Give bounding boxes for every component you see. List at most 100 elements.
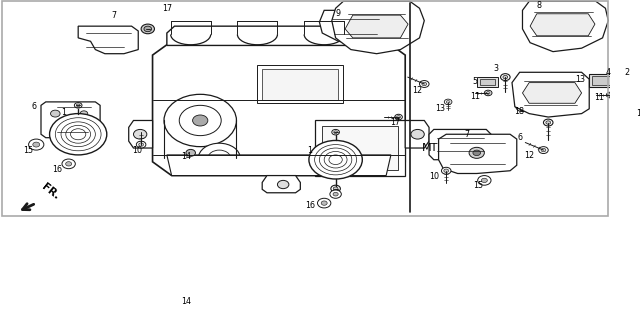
Text: 7: 7 [465,130,470,139]
Circle shape [319,148,352,172]
Circle shape [317,198,331,208]
Circle shape [395,114,403,120]
Circle shape [143,26,152,32]
Circle shape [74,103,82,108]
Text: 7: 7 [112,11,117,20]
Circle shape [516,102,529,112]
Text: 17: 17 [162,4,172,13]
Circle shape [500,74,510,81]
Circle shape [469,147,484,158]
Text: 11: 11 [594,93,604,102]
Circle shape [134,130,147,139]
Circle shape [546,121,550,124]
Polygon shape [332,1,424,54]
Text: 16: 16 [305,201,315,210]
Text: 5: 5 [472,77,477,86]
Polygon shape [262,176,300,193]
Circle shape [520,105,525,109]
Circle shape [208,150,231,167]
Circle shape [539,147,548,154]
Circle shape [321,201,327,205]
Polygon shape [319,10,396,45]
Bar [315,120,405,176]
Circle shape [198,143,240,173]
Circle shape [481,178,487,183]
Text: 18: 18 [636,109,640,118]
Circle shape [278,180,289,189]
Circle shape [333,187,338,190]
Text: 6: 6 [32,102,37,111]
Circle shape [145,27,150,31]
Polygon shape [530,14,595,36]
Bar [323,126,397,170]
Text: 6: 6 [517,133,522,142]
Text: FR.: FR. [40,182,61,202]
Circle shape [541,149,546,152]
Polygon shape [405,120,429,148]
Text: 18: 18 [515,107,525,116]
Circle shape [477,176,491,185]
Circle shape [332,130,339,135]
Circle shape [61,122,95,147]
Text: 2: 2 [625,68,630,77]
Circle shape [446,100,450,103]
Circle shape [503,76,508,79]
Text: 14: 14 [181,153,191,161]
Polygon shape [522,82,582,103]
Polygon shape [152,41,405,176]
Polygon shape [345,15,408,38]
Polygon shape [333,21,381,36]
Text: 9: 9 [336,9,341,18]
Circle shape [164,94,236,147]
Text: 16: 16 [52,165,62,174]
Circle shape [136,141,146,148]
Bar [257,65,343,103]
Text: 13: 13 [435,104,445,113]
Text: 13: 13 [575,75,585,84]
Text: 10: 10 [429,172,439,181]
Circle shape [411,130,424,139]
Circle shape [444,169,449,173]
Circle shape [608,94,612,96]
Circle shape [80,111,88,116]
Text: 8: 8 [536,1,541,10]
Text: 3: 3 [493,64,499,73]
Polygon shape [167,155,391,176]
Polygon shape [129,120,152,148]
Circle shape [62,159,76,169]
Circle shape [632,74,640,81]
Circle shape [329,155,342,165]
Circle shape [543,119,553,126]
Circle shape [186,149,195,156]
Text: 17: 17 [390,118,401,127]
Text: 15: 15 [24,146,34,155]
Circle shape [193,115,208,126]
Circle shape [139,143,143,146]
Circle shape [144,26,152,32]
Circle shape [66,162,72,166]
Circle shape [419,81,429,88]
Circle shape [614,72,629,82]
Text: 14: 14 [181,297,191,306]
Circle shape [331,185,340,192]
Circle shape [324,151,347,168]
Circle shape [484,90,492,96]
Polygon shape [438,134,516,173]
Text: 12: 12 [413,86,422,95]
Circle shape [442,167,451,174]
Circle shape [333,192,338,196]
Bar [589,74,616,87]
Bar [477,77,498,87]
Circle shape [330,190,341,198]
Circle shape [179,105,221,136]
Circle shape [55,118,101,151]
Circle shape [49,113,107,155]
Circle shape [630,72,640,82]
Circle shape [70,120,78,125]
Circle shape [486,92,490,94]
Polygon shape [41,102,100,138]
Text: 12: 12 [524,151,534,160]
Circle shape [66,125,91,143]
Circle shape [422,82,427,86]
Bar [479,79,495,85]
